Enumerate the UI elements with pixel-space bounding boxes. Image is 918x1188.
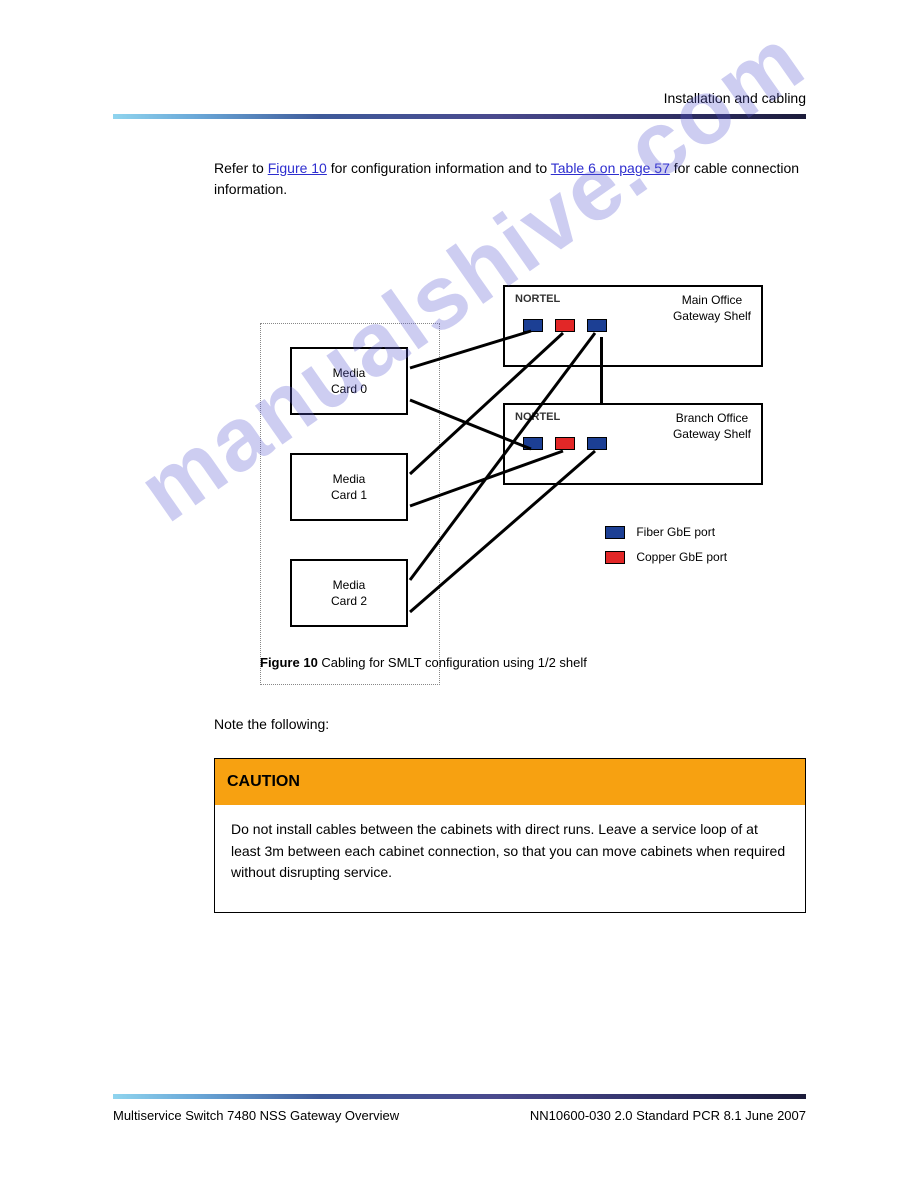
figure-title: Cabling for SMLT configuration using 1/2… bbox=[321, 655, 586, 670]
header-section-title: Installation and cabling bbox=[664, 90, 806, 106]
intro-paragraph: Refer to Figure 10 for configuration inf… bbox=[214, 158, 806, 200]
inter-gateway-link bbox=[600, 337, 603, 403]
nortel-logo: NORTEL bbox=[515, 293, 560, 305]
footer-doc-title: Multiservice Switch 7480 NSS Gateway Ove… bbox=[113, 1108, 399, 1123]
label: Media bbox=[333, 578, 366, 592]
label: Gateway Shelf bbox=[673, 309, 751, 323]
bottom-rule bbox=[113, 1094, 806, 1099]
footer-doc-id: NN10600-030 2.0 Standard PCR 8.1 June 20… bbox=[530, 1108, 806, 1123]
legend-copper: Copper GbE port bbox=[605, 550, 727, 564]
label: Gateway Shelf bbox=[673, 427, 751, 441]
media-card-0: Media Card 0 bbox=[290, 347, 408, 415]
label: Branch Office bbox=[676, 411, 748, 425]
caution-box: CAUTION Do not install cables between th… bbox=[214, 758, 806, 913]
text: Refer to bbox=[214, 160, 268, 176]
figure-number: Figure 10 bbox=[260, 655, 318, 670]
caution-body: Do not install cables between the cabine… bbox=[215, 805, 805, 912]
copper-port-icon bbox=[555, 319, 575, 332]
figure-caption: Figure 10 Cabling for SMLT configuration… bbox=[260, 655, 587, 670]
label: Copper GbE port bbox=[636, 550, 727, 564]
label: Media bbox=[333, 366, 366, 380]
copper-swatch-icon bbox=[605, 551, 625, 564]
table-ref-link[interactable]: Table 6 on page 57 bbox=[551, 160, 670, 176]
media-card-2: Media Card 2 bbox=[290, 559, 408, 627]
nortel-logo: NORTEL bbox=[515, 411, 560, 423]
media-card-1: Media Card 1 bbox=[290, 453, 408, 521]
fiber-port-icon bbox=[523, 319, 543, 332]
note-intro: Note the following: bbox=[214, 714, 806, 735]
label: Main Office bbox=[682, 293, 742, 307]
label: Fiber GbE port bbox=[636, 525, 715, 539]
legend-fiber: Fiber GbE port bbox=[605, 525, 715, 539]
figure-ref-link[interactable]: Figure 10 bbox=[268, 160, 327, 176]
label: Card 0 bbox=[331, 382, 367, 396]
fiber-port-icon bbox=[587, 437, 607, 450]
text: for configuration information and to bbox=[331, 160, 551, 176]
fiber-port-icon bbox=[523, 437, 543, 450]
label: Card 2 bbox=[331, 594, 367, 608]
copper-port-icon bbox=[555, 437, 575, 450]
fiber-swatch-icon bbox=[605, 526, 625, 539]
label: Media bbox=[333, 472, 366, 486]
fiber-port-icon bbox=[587, 319, 607, 332]
network-diagram: Media Card 0 Media Card 1 Media Card 2 N… bbox=[260, 255, 806, 687]
label: Card 1 bbox=[331, 488, 367, 502]
top-rule bbox=[113, 114, 806, 119]
caution-header: CAUTION bbox=[215, 759, 805, 805]
